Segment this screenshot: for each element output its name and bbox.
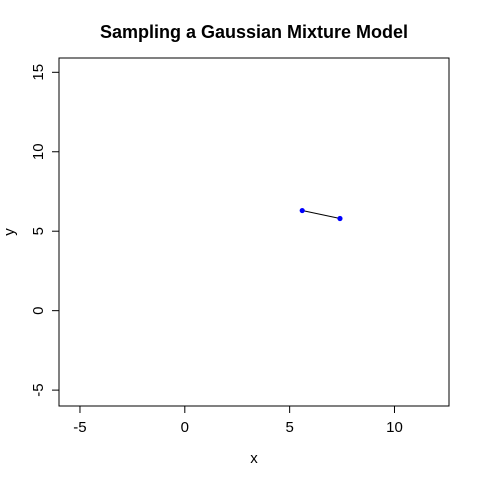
x-axis-ticks: -5 0 5 10 xyxy=(73,406,403,436)
y-tick-label: 5 xyxy=(30,227,47,235)
x-tick-label: 5 xyxy=(285,419,293,436)
y-axis-ticks: -5 0 5 10 15 xyxy=(30,64,59,397)
x-tick-label: -5 xyxy=(73,419,86,436)
y-tick-label: 10 xyxy=(30,143,47,160)
series-layer xyxy=(299,207,343,222)
y-tick-label: 0 xyxy=(30,306,47,314)
y-tick-label: 15 xyxy=(30,64,47,81)
x-axis-label: x xyxy=(250,450,258,467)
data-point xyxy=(299,207,305,214)
series-line xyxy=(302,210,341,219)
x-tick-label: 10 xyxy=(386,419,403,436)
y-tick-label: -5 xyxy=(30,383,47,396)
data-point xyxy=(337,215,343,222)
y-axis-label: y xyxy=(1,228,18,236)
x-tick-label: 0 xyxy=(181,419,189,436)
chart-title: Sampling a Gaussian Mixture Model xyxy=(100,22,408,42)
